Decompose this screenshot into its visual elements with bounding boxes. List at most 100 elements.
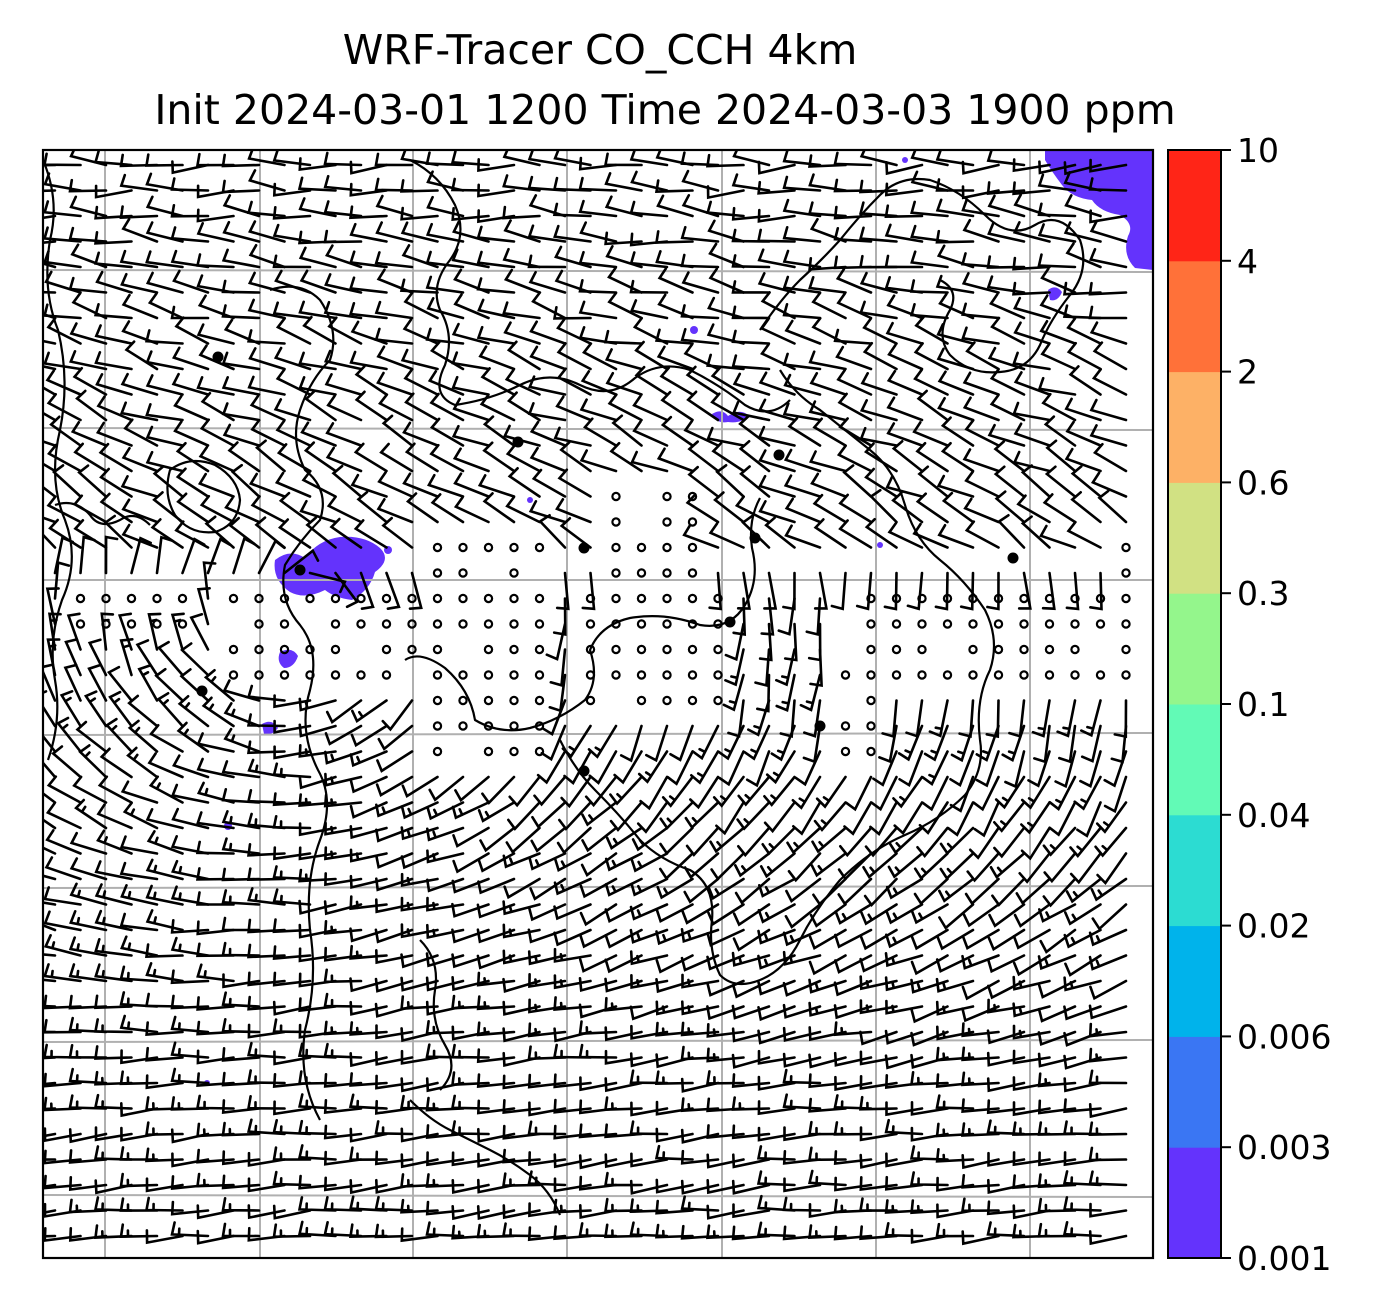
wind-barb	[94, 1224, 133, 1239]
wind-barb	[73, 519, 108, 549]
colorbar-segment	[1168, 593, 1221, 705]
wind-barb	[833, 1198, 873, 1214]
wind-barb	[782, 175, 822, 192]
wind-barb	[686, 390, 720, 422]
wind-barb	[810, 472, 847, 498]
wind-barb	[862, 341, 898, 371]
wind-barb	[297, 1119, 337, 1136]
wind-barb	[578, 1020, 618, 1036]
wind-barb	[403, 368, 439, 396]
wind-barb	[95, 373, 133, 396]
wind-barb	[78, 744, 108, 779]
wind-barb	[120, 272, 159, 294]
wind-barb	[49, 415, 82, 447]
wind-barb	[144, 1196, 184, 1212]
wind-barb	[760, 597, 775, 636]
wind-barb	[706, 200, 745, 218]
wind-barb	[609, 441, 643, 473]
wind-barb	[400, 221, 439, 243]
wind-barb	[655, 978, 694, 994]
wind-barb	[502, 150, 541, 167]
wind-barb	[451, 1151, 490, 1167]
wind-barb	[756, 1221, 796, 1238]
calm-wind-marker	[1044, 644, 1055, 655]
wind-barb	[349, 1052, 388, 1068]
wind-barb	[349, 927, 388, 943]
wind-barb	[993, 465, 1026, 498]
calm-wind-marker	[1044, 670, 1055, 680]
calm-wind-marker	[432, 568, 443, 578]
wind-barb	[68, 1016, 108, 1034]
wind-barb	[502, 1148, 541, 1164]
calm-wind-marker	[662, 619, 672, 629]
wind-barb	[426, 849, 465, 864]
wind-barb	[578, 300, 618, 320]
wind-barb	[374, 152, 414, 167]
wind-barb	[222, 973, 261, 989]
wind-barb	[731, 280, 771, 294]
wind-barb	[221, 351, 261, 371]
wind-barb	[604, 348, 643, 371]
wind-barb	[759, 317, 796, 345]
wind-barb	[710, 392, 745, 422]
wind-barb	[887, 521, 924, 549]
wind-barb	[1012, 1024, 1051, 1040]
wind-barb	[898, 750, 924, 788]
wind-barb	[887, 343, 924, 371]
colorbar-tick-label: 10	[1237, 131, 1279, 170]
wind-barb	[680, 327, 720, 345]
wind-barb	[145, 1229, 184, 1245]
wind-barb	[787, 852, 822, 883]
wind-barb	[94, 938, 133, 957]
wind-barb	[1088, 1121, 1128, 1137]
wind-barb	[174, 316, 210, 345]
wind-barb	[973, 801, 1000, 838]
wind-barb	[936, 1176, 975, 1192]
wind-barb	[403, 291, 439, 320]
wind-barb	[1089, 571, 1103, 611]
wind-barb	[221, 991, 261, 1008]
wind-barb	[221, 1222, 261, 1238]
wind-barb	[272, 206, 312, 220]
wind-barb	[173, 394, 210, 422]
wind-barb	[987, 194, 1026, 218]
wind-barb	[323, 900, 363, 916]
wind-barb	[528, 852, 567, 871]
wind-barb	[1041, 392, 1077, 422]
wind-barb	[349, 205, 388, 220]
wind-barb	[706, 426, 745, 447]
wind-barb	[1054, 750, 1077, 789]
wind-barb	[862, 317, 898, 345]
calm-wind-marker	[713, 593, 723, 604]
calm-wind-marker	[662, 670, 672, 680]
wind-barb	[87, 638, 108, 677]
wind-barb	[120, 372, 159, 396]
wind-barb	[1037, 1030, 1077, 1047]
wind-barb	[221, 1121, 261, 1137]
wind-barb	[507, 467, 541, 498]
wind-barb	[949, 775, 975, 813]
wind-barb	[659, 366, 694, 396]
wind-barb	[603, 1197, 643, 1213]
wind-barb	[87, 664, 108, 702]
calm-wind-marker	[713, 695, 723, 706]
wind-barb	[842, 464, 873, 498]
wind-barb	[221, 1099, 261, 1114]
wind-barb	[72, 494, 108, 524]
wind-barb	[833, 227, 873, 243]
station-dot	[749, 532, 761, 544]
wind-barb	[989, 368, 1026, 396]
wind-barb	[1013, 422, 1051, 447]
wind-barb	[298, 197, 337, 218]
wind-barb	[51, 464, 82, 498]
wind-barb	[247, 271, 286, 294]
wind-barb	[248, 347, 286, 371]
wind-barb	[121, 293, 159, 320]
wind-barb	[375, 877, 414, 892]
wind-barb	[196, 222, 235, 243]
wind-barb	[830, 571, 847, 611]
wind-barb	[884, 1074, 924, 1089]
wind-barb	[196, 963, 235, 983]
wind-barb	[43, 1127, 82, 1143]
wind-barb	[987, 1151, 1026, 1167]
